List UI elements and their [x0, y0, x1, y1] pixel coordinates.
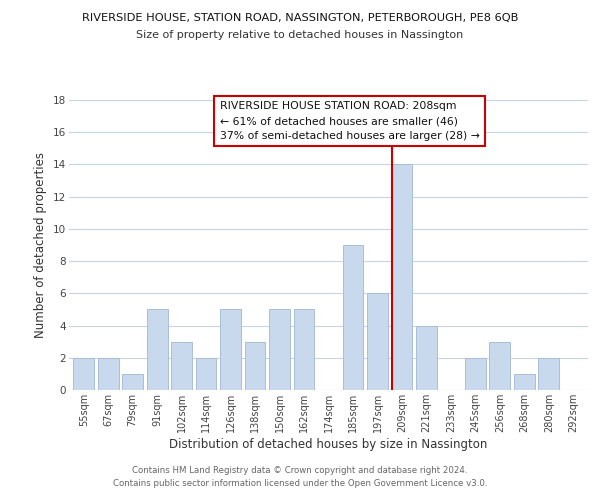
Bar [269, 310, 290, 390]
Text: RIVERSIDE HOUSE STATION ROAD: 208sqm
← 61% of detached houses are smaller (46)
3: RIVERSIDE HOUSE STATION ROAD: 208sqm ← 6… [220, 102, 479, 141]
Bar [465, 358, 486, 390]
Bar [538, 358, 559, 390]
Bar [343, 245, 364, 390]
Bar [245, 342, 265, 390]
Bar [73, 358, 94, 390]
Bar [392, 164, 412, 390]
Bar [122, 374, 143, 390]
Bar [220, 310, 241, 390]
Bar [196, 358, 217, 390]
X-axis label: Distribution of detached houses by size in Nassington: Distribution of detached houses by size … [169, 438, 488, 450]
Bar [147, 310, 167, 390]
Text: Size of property relative to detached houses in Nassington: Size of property relative to detached ho… [136, 30, 464, 40]
Bar [514, 374, 535, 390]
Text: RIVERSIDE HOUSE, STATION ROAD, NASSINGTON, PETERBOROUGH, PE8 6QB: RIVERSIDE HOUSE, STATION ROAD, NASSINGTO… [82, 12, 518, 22]
Bar [490, 342, 510, 390]
Bar [367, 294, 388, 390]
Bar [98, 358, 119, 390]
Text: Contains HM Land Registry data © Crown copyright and database right 2024.
Contai: Contains HM Land Registry data © Crown c… [113, 466, 487, 487]
Y-axis label: Number of detached properties: Number of detached properties [34, 152, 47, 338]
Bar [293, 310, 314, 390]
Bar [416, 326, 437, 390]
Bar [171, 342, 192, 390]
